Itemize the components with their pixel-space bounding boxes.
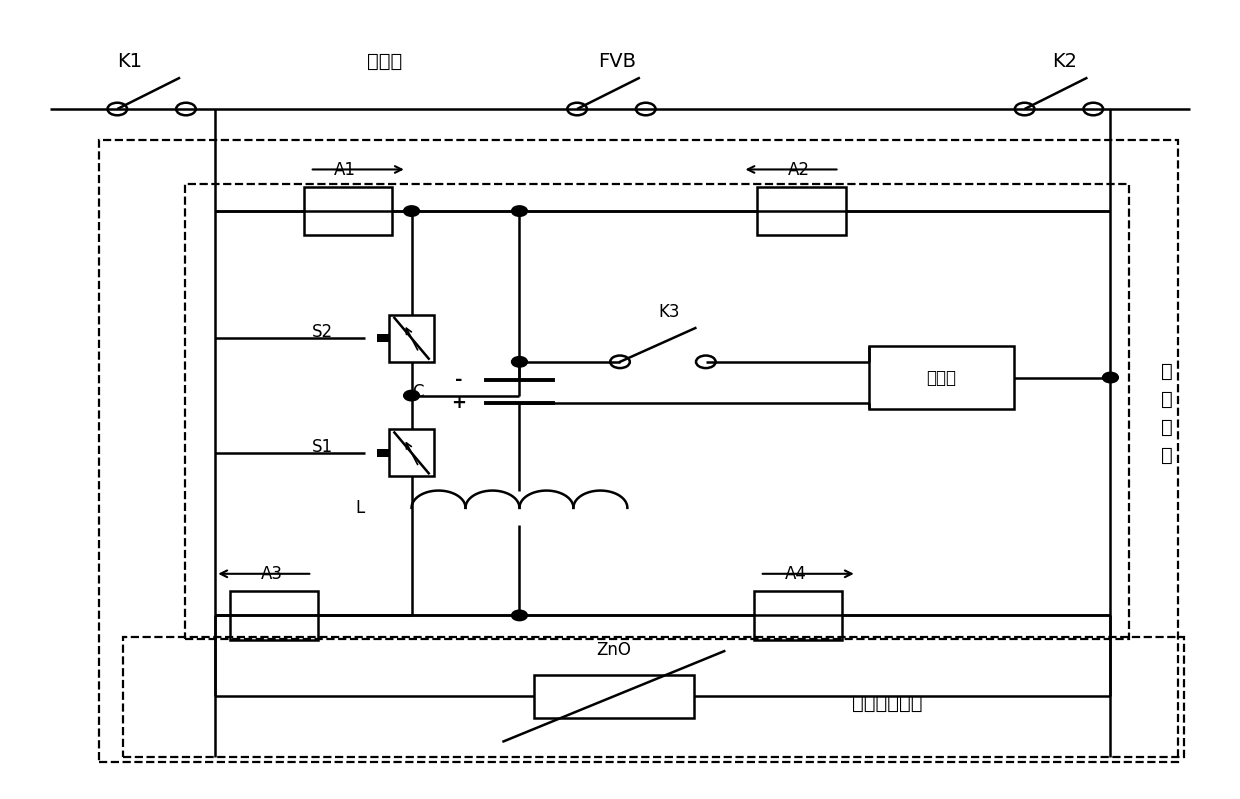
Text: 能量吸收支路: 能量吸收支路 (852, 694, 923, 713)
Text: S2: S2 (311, 323, 332, 341)
Text: A4: A4 (785, 565, 806, 583)
Text: A3: A3 (260, 565, 283, 583)
Text: S1: S1 (311, 438, 332, 455)
Circle shape (404, 206, 419, 216)
Text: +: + (451, 395, 466, 412)
Circle shape (512, 206, 527, 216)
Text: FVB: FVB (599, 52, 636, 71)
Text: A2: A2 (787, 161, 810, 179)
Text: L: L (356, 499, 365, 517)
Text: K1: K1 (117, 52, 143, 71)
Text: ZnO: ZnO (596, 641, 631, 659)
Circle shape (404, 391, 419, 400)
Text: A1: A1 (335, 161, 356, 179)
Text: C: C (413, 383, 424, 400)
Circle shape (512, 610, 527, 620)
Text: -: - (455, 371, 463, 389)
Circle shape (1104, 373, 1117, 382)
Circle shape (512, 357, 527, 367)
Polygon shape (377, 334, 389, 342)
Bar (185, 184, 1128, 639)
Bar (534, 674, 693, 718)
Text: 转
移
支
路: 转 移 支 路 (1161, 362, 1173, 465)
Polygon shape (377, 449, 389, 457)
Bar (869, 346, 1013, 409)
Text: 充电机: 充电机 (926, 368, 956, 387)
Bar (389, 315, 434, 362)
Text: 主支路: 主支路 (367, 52, 402, 71)
Bar (124, 638, 1184, 757)
Text: K3: K3 (658, 303, 680, 321)
Bar (754, 591, 842, 640)
Bar (304, 187, 392, 236)
Bar (389, 429, 434, 476)
Text: K2: K2 (1053, 52, 1078, 71)
Bar (758, 187, 846, 236)
Bar (231, 591, 319, 640)
Bar (99, 141, 1178, 762)
